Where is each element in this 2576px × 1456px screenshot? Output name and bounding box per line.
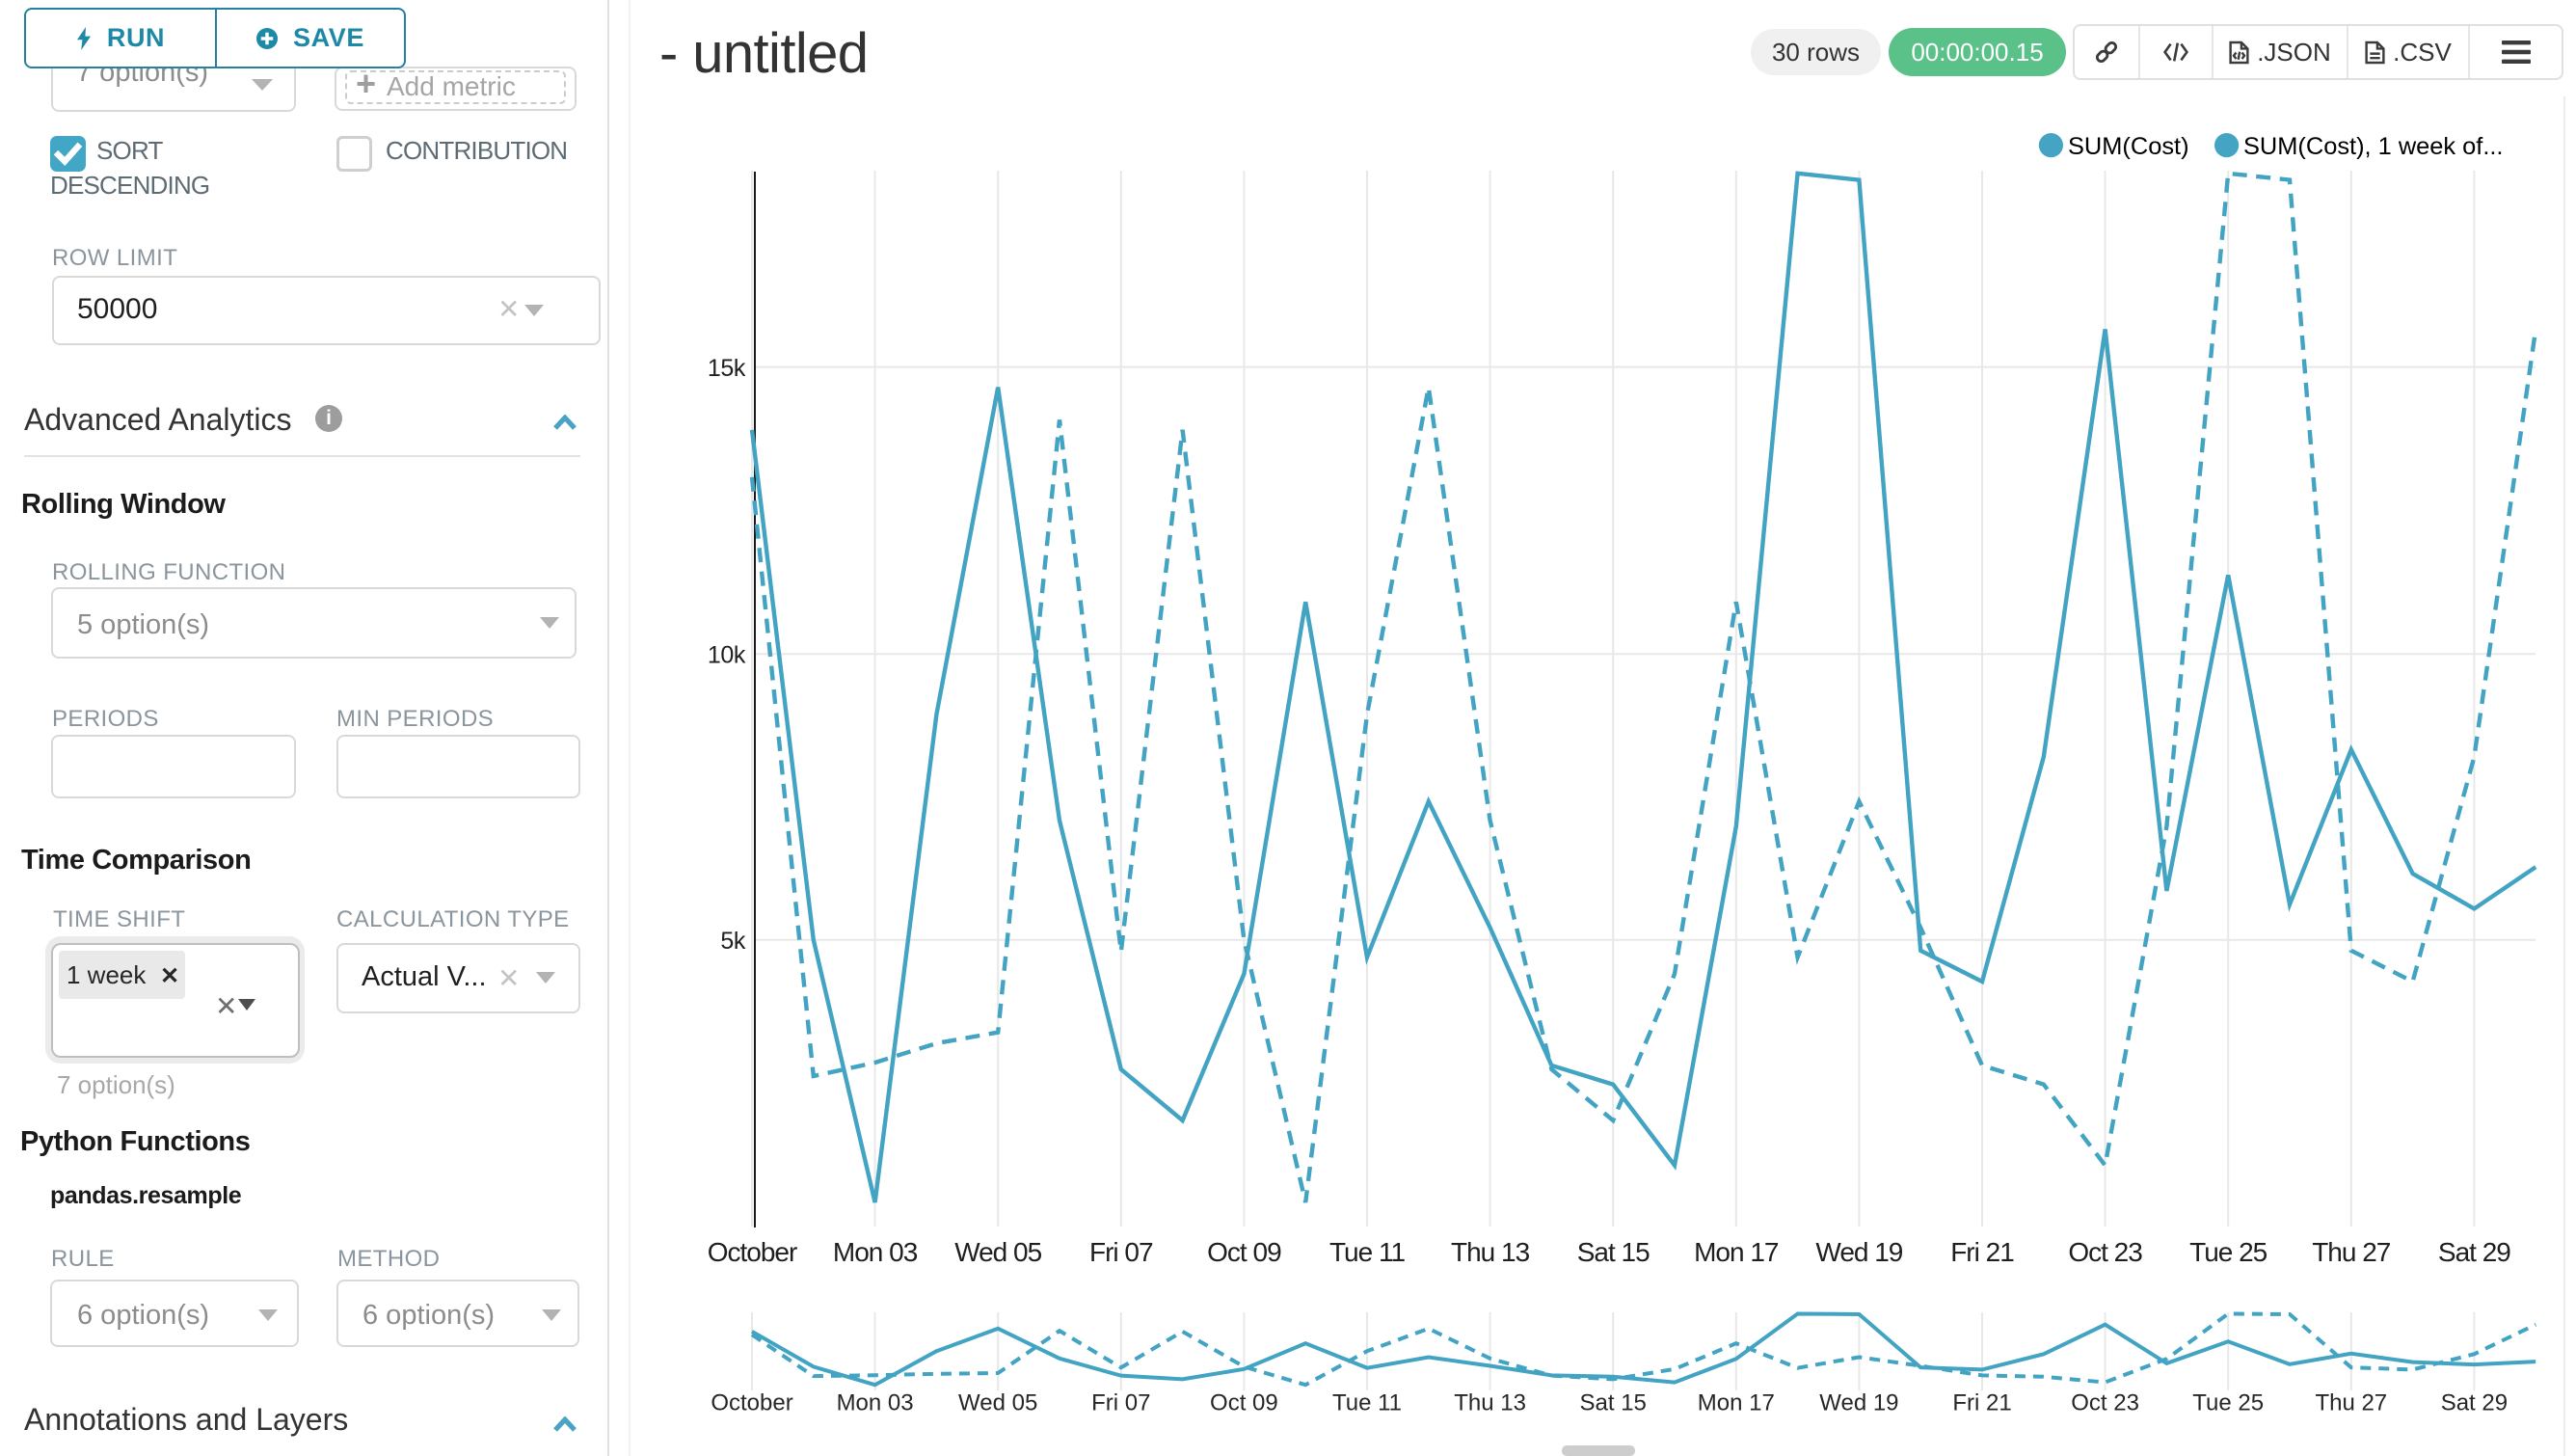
svg-text:Fri 07: Fri 07 bbox=[1091, 1390, 1150, 1416]
svg-text:10k: 10k bbox=[708, 642, 746, 669]
svg-text:Sat 29: Sat 29 bbox=[2441, 1390, 2508, 1416]
svg-text:Tue 11: Tue 11 bbox=[1332, 1390, 1402, 1416]
svg-text:5k: 5k bbox=[720, 928, 746, 955]
svg-text:Oct 09: Oct 09 bbox=[1207, 1237, 1281, 1267]
svg-text:Oct 09: Oct 09 bbox=[1210, 1390, 1278, 1416]
svg-text:Sat 15: Sat 15 bbox=[1580, 1390, 1647, 1416]
svg-text:Tue 11: Tue 11 bbox=[1329, 1237, 1405, 1267]
svg-text:Sat 29: Sat 29 bbox=[2438, 1237, 2510, 1267]
svg-text:Wed 19: Wed 19 bbox=[1819, 1390, 1898, 1416]
svg-text:Oct 23: Oct 23 bbox=[2071, 1390, 2139, 1416]
svg-text:Mon 17: Mon 17 bbox=[1694, 1237, 1779, 1267]
svg-text:Tue 25: Tue 25 bbox=[2189, 1237, 2267, 1267]
svg-text:Mon 17: Mon 17 bbox=[1698, 1390, 1775, 1416]
svg-text:Thu 13: Thu 13 bbox=[1451, 1237, 1530, 1267]
svg-text:Fri 07: Fri 07 bbox=[1089, 1237, 1153, 1267]
svg-text:Mon 03: Mon 03 bbox=[833, 1237, 918, 1267]
svg-text:SUM(Cost), 1 week of...: SUM(Cost), 1 week of... bbox=[2243, 133, 2504, 160]
svg-text:Fri 21: Fri 21 bbox=[1952, 1390, 2011, 1416]
svg-text:Fri 21: Fri 21 bbox=[1950, 1237, 2014, 1267]
svg-text:Tue 25: Tue 25 bbox=[2192, 1390, 2264, 1416]
svg-text:Sat 15: Sat 15 bbox=[1577, 1237, 1650, 1267]
svg-text:Oct 23: Oct 23 bbox=[2068, 1237, 2142, 1267]
svg-text:October: October bbox=[711, 1390, 792, 1416]
svg-text:Wed 05: Wed 05 bbox=[958, 1390, 1037, 1416]
svg-text:15k: 15k bbox=[708, 355, 746, 382]
svg-text:Wed 19: Wed 19 bbox=[1815, 1237, 1902, 1267]
svg-text:October: October bbox=[708, 1237, 797, 1267]
svg-text:Wed 05: Wed 05 bbox=[954, 1237, 1041, 1267]
svg-text:Thu 27: Thu 27 bbox=[2312, 1237, 2391, 1267]
svg-text:Thu 27: Thu 27 bbox=[2315, 1390, 2387, 1416]
svg-text:Thu 13: Thu 13 bbox=[1454, 1390, 1526, 1416]
svg-text:SUM(Cost): SUM(Cost) bbox=[2068, 133, 2189, 160]
svg-text:Mon 03: Mon 03 bbox=[837, 1390, 914, 1416]
